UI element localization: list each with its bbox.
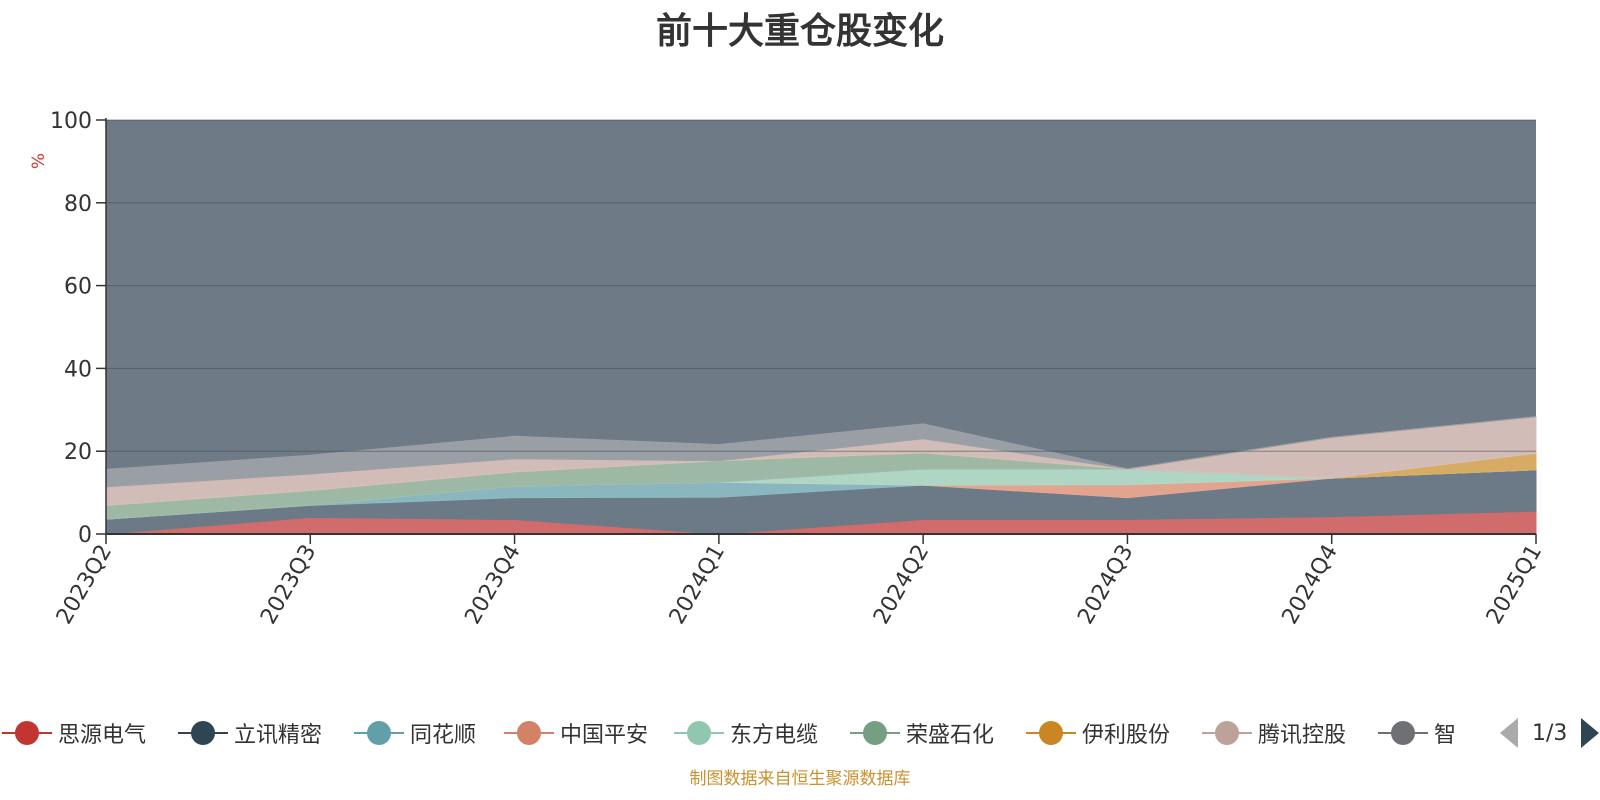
legend-label: 智飞生物 — [1434, 723, 1456, 748]
x-tick-label: 2023Q2 — [52, 541, 117, 629]
legend-items: 思源电气 立讯精密 同花顺 中国平安 东方电缆 荣盛石化 伊利股份 腾讯控股 智飞生物 — [0, 713, 1456, 753]
y-tick-label: 60 — [64, 275, 92, 300]
legend-pager: 1/3 — [1500, 713, 1600, 753]
legend-item-0[interactable]: 思源电气 — [2, 713, 146, 753]
area-series-8 — [105, 416, 1537, 488]
legend-marker-icon — [1026, 713, 1082, 753]
chart-title: 前十大重仓股变化 — [655, 11, 944, 52]
legend-item-3[interactable]: 中国平安 — [504, 713, 648, 753]
x-tick-label: 2023Q4 — [460, 541, 525, 629]
x-tick-label: 2025Q1 — [1482, 541, 1547, 629]
legend-label: 腾讯控股 — [1258, 723, 1347, 748]
x-tick-label: 2024Q1 — [665, 541, 730, 629]
source-note: 制图数据来自恒生聚源数据库 — [689, 769, 911, 789]
legend-marker-icon — [2, 713, 58, 753]
legend-label: 同花顺 — [410, 723, 477, 748]
legend-label: 荣盛石化 — [906, 723, 995, 748]
x-tick-label: 2024Q3 — [1073, 541, 1138, 629]
legend-label: 东方电缆 — [730, 723, 819, 748]
legend-marker-icon — [178, 713, 234, 753]
y-tick-label: 80 — [64, 192, 92, 217]
x-tick-label: 2023Q3 — [256, 541, 321, 629]
pager-page-indicator: 1/3 — [1532, 720, 1568, 746]
legend-marker-icon — [1202, 713, 1258, 753]
x-tick-label: 2024Q4 — [1278, 541, 1343, 629]
legend-marker-icon — [850, 713, 906, 753]
legend-marker-icon — [504, 713, 560, 753]
y-tick-label: 100 — [50, 109, 92, 134]
y-tick-label: 40 — [64, 357, 92, 382]
legend-item-4[interactable]: 东方电缆 — [674, 713, 818, 753]
legend-item-2[interactable]: 同花顺 — [354, 713, 476, 753]
legend-label: 中国平安 — [560, 723, 649, 748]
y-tick-label: 20 — [64, 440, 92, 465]
pager-next-icon[interactable] — [1581, 718, 1600, 748]
legend-marker-icon — [1378, 713, 1434, 753]
legend-label: 立讯精密 — [234, 723, 323, 748]
legend-item-8[interactable]: 智飞生物 — [1378, 713, 1456, 753]
legend-item-5[interactable]: 荣盛石化 — [850, 713, 994, 753]
legend-item-6[interactable]: 伊利股份 — [1026, 713, 1170, 753]
legend-item-7[interactable]: 腾讯控股 — [1202, 713, 1346, 753]
y-axis-unit-label: % — [29, 153, 49, 169]
legend: 思源电气 立讯精密 同花顺 中国平安 东方电缆 荣盛石化 伊利股份 腾讯控股 智飞生物 1/3 — [0, 713, 1600, 753]
legend-item-1[interactable]: 立讯精密 — [178, 713, 322, 753]
stacked-areas — [105, 416, 1537, 535]
pager-prev-icon[interactable] — [1500, 718, 1518, 748]
gridlines — [106, 119, 1536, 452]
legend-marker-icon — [354, 713, 410, 753]
legend-label: 伊利股份 — [1082, 723, 1171, 748]
legend-label: 思源电气 — [58, 723, 147, 748]
y-tick-label: 0 — [78, 523, 92, 548]
legend-marker-icon — [674, 713, 730, 753]
x-tick-label: 2024Q2 — [869, 541, 934, 629]
